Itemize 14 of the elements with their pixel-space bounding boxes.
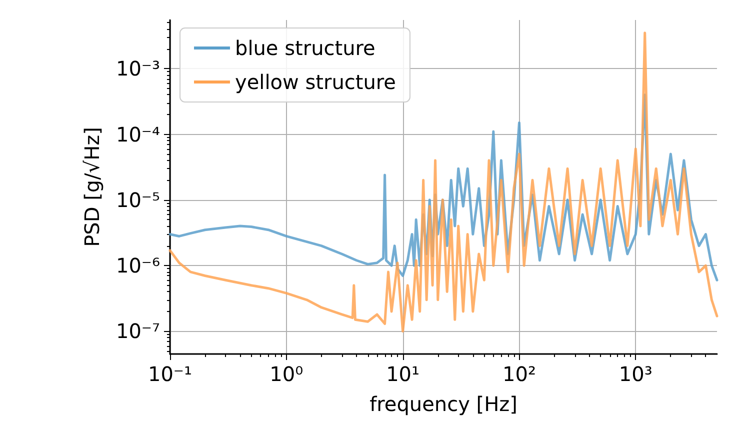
- x-tick-label: 10²: [502, 362, 536, 386]
- y-tick-label: 10⁻⁷: [116, 319, 160, 344]
- y-tick-label: 10⁻³: [116, 56, 160, 81]
- y-tick-label: 10⁻⁶: [116, 254, 160, 278]
- x-tick-label: 10³: [618, 362, 652, 386]
- legend-label: yellow structure: [235, 70, 396, 94]
- x-axis-title: frequency [Hz]: [370, 392, 518, 416]
- y-tick-label: 10⁻⁴: [116, 122, 160, 146]
- x-tick-label: 10¹: [386, 362, 420, 386]
- legend-label: blue structure: [235, 36, 376, 60]
- x-tick-label: 10⁰: [270, 362, 304, 386]
- x-tick-label: 10⁻¹: [148, 362, 192, 386]
- y-axis-title: PSD [g/√Hz]: [80, 127, 104, 247]
- y-tick-label: 10⁻⁵: [116, 188, 160, 212]
